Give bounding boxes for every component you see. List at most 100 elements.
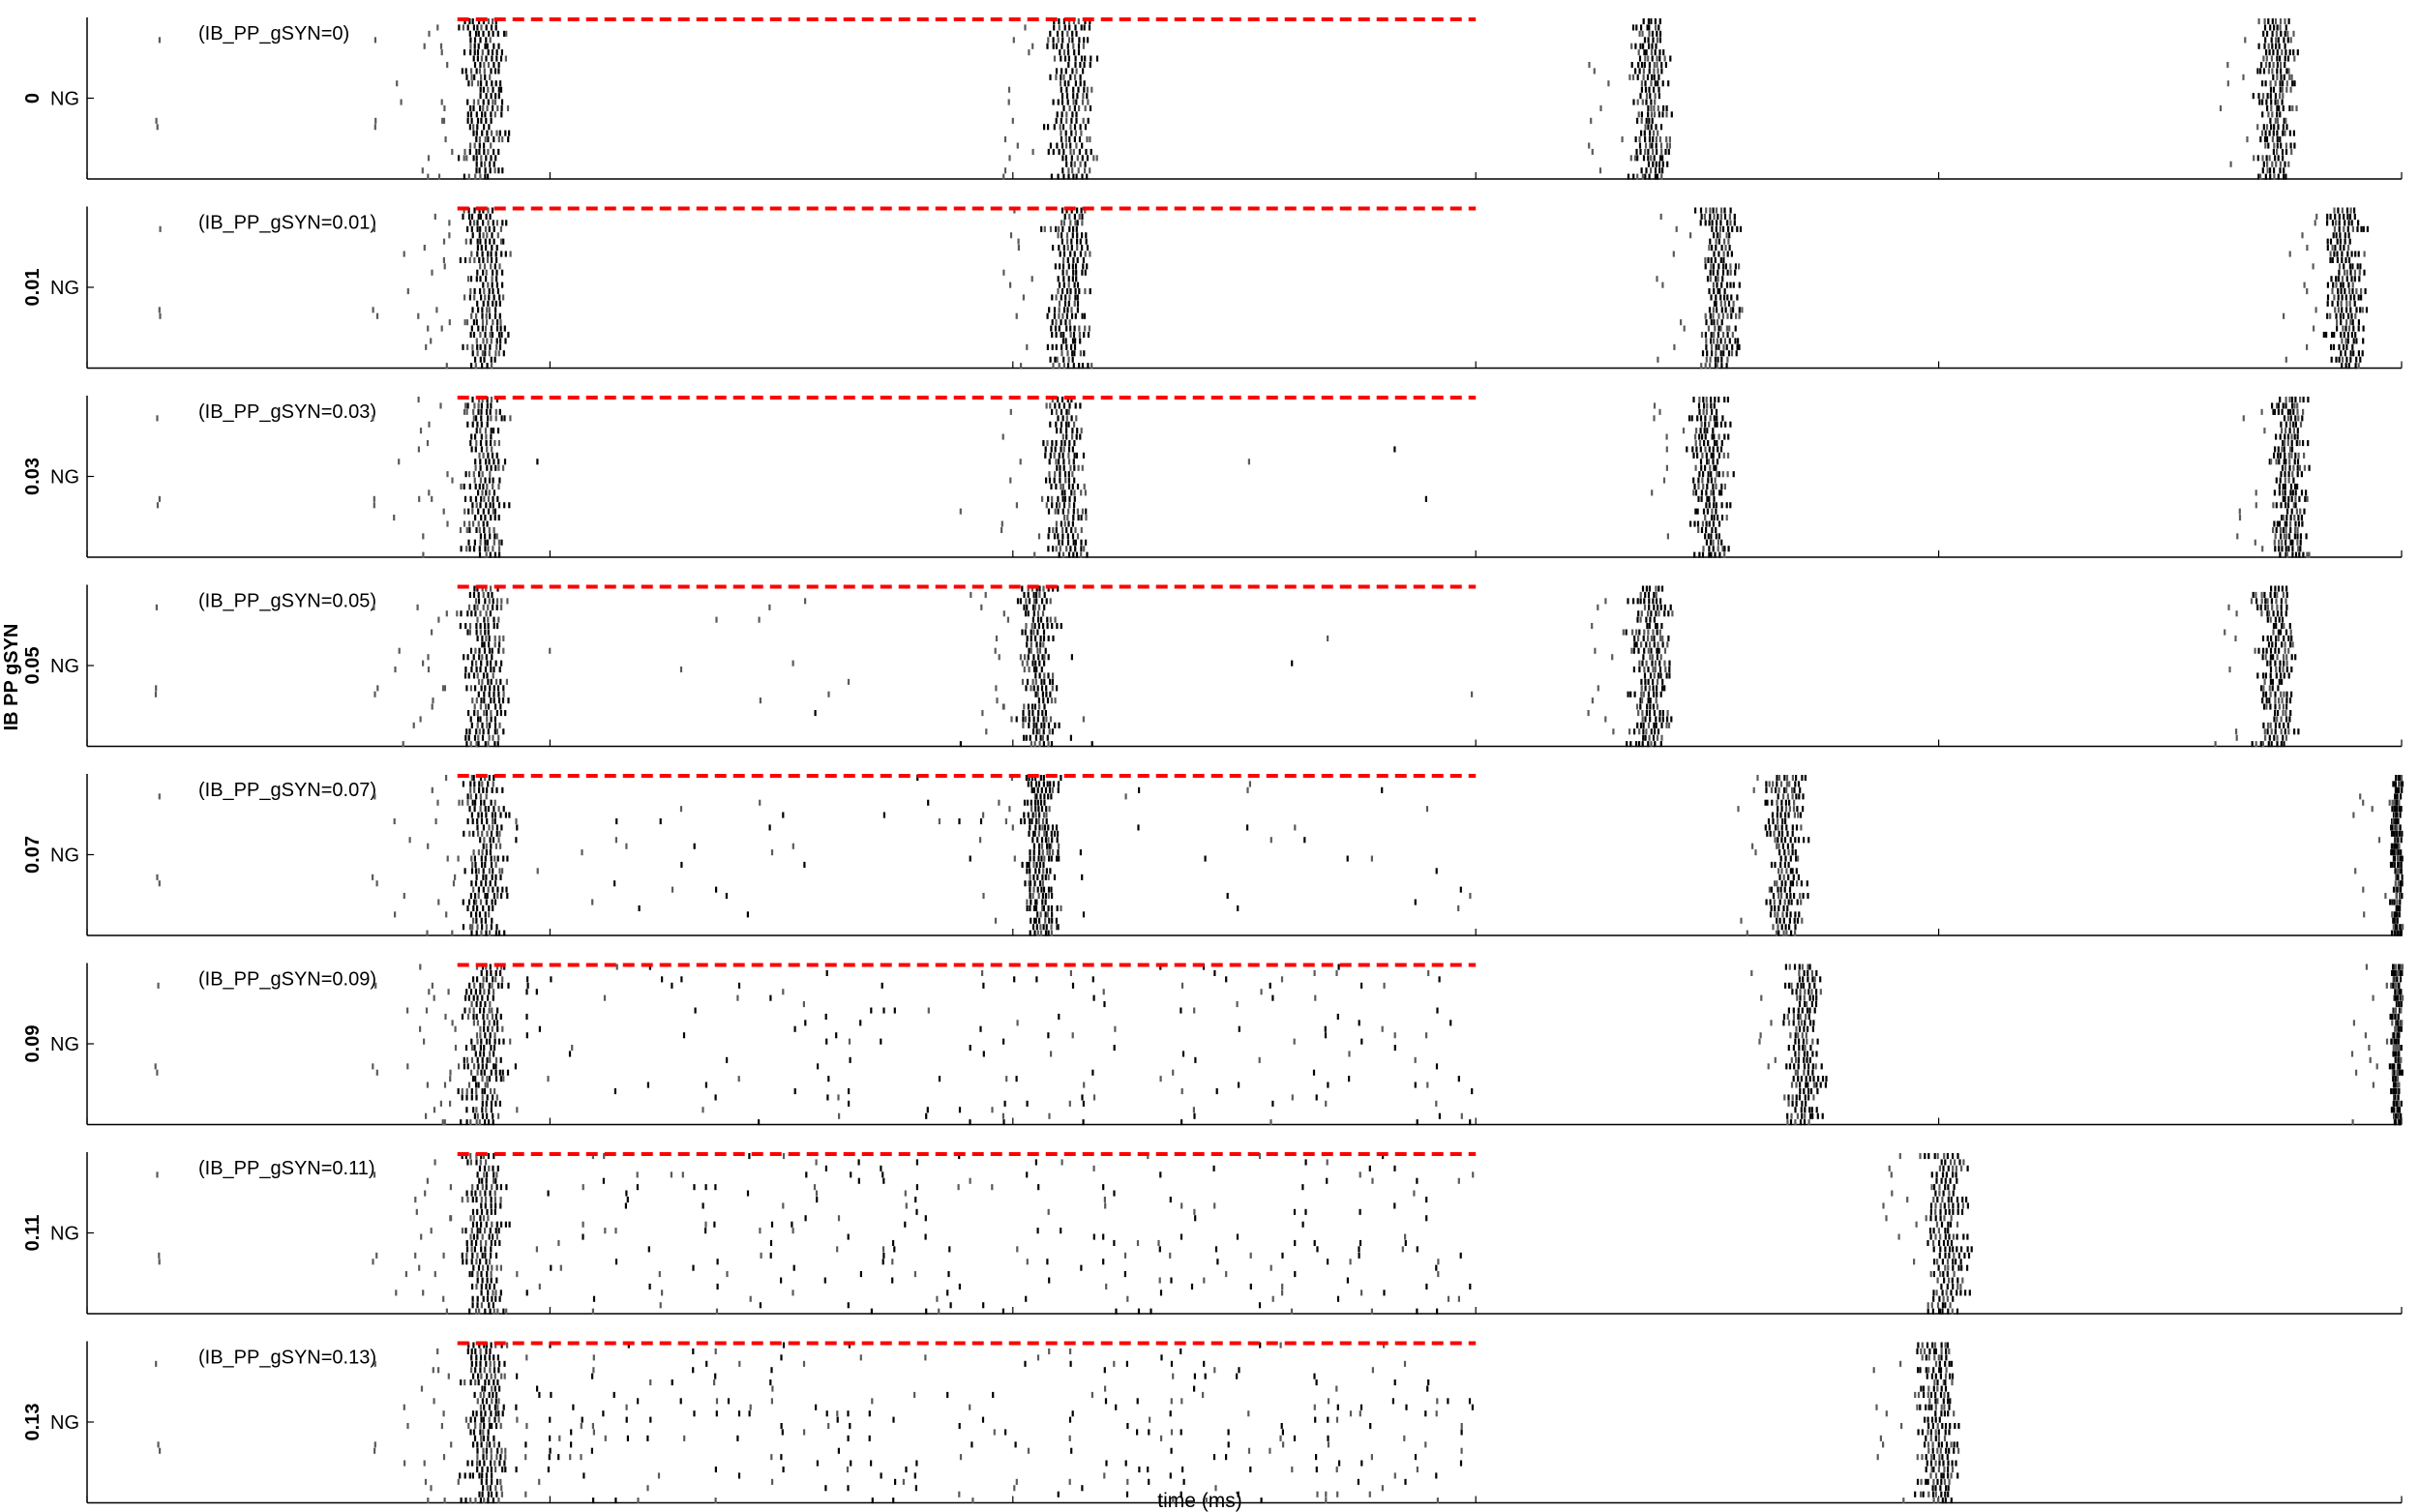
spike — [536, 459, 539, 465]
spike — [2398, 1119, 2401, 1126]
spike — [394, 911, 397, 918]
spike — [1057, 830, 1060, 837]
spike — [1075, 269, 1078, 276]
spike — [2395, 886, 2398, 893]
spike — [493, 716, 496, 723]
spike — [2336, 256, 2339, 263]
spike — [1069, 325, 1072, 332]
spike — [1708, 495, 1711, 502]
spike — [484, 343, 487, 350]
spike — [982, 893, 985, 900]
spike — [1719, 350, 1722, 357]
spike — [462, 899, 464, 905]
spike — [1799, 1088, 1802, 1095]
spike — [473, 855, 476, 862]
spike — [2400, 989, 2403, 995]
spike — [509, 251, 512, 257]
spike — [469, 1153, 472, 1160]
spike — [1086, 245, 1090, 252]
spike — [1046, 43, 1049, 49]
spike — [2398, 969, 2401, 976]
spike — [482, 1215, 486, 1222]
spike — [2352, 812, 2355, 818]
spike — [1043, 793, 1046, 800]
spike — [463, 18, 466, 25]
spike — [1645, 93, 1649, 100]
spike — [613, 1088, 616, 1095]
spike — [1053, 307, 1057, 313]
spike — [473, 477, 476, 484]
spike — [469, 1159, 472, 1166]
spike — [1042, 775, 1045, 782]
spike — [881, 982, 883, 989]
spike — [472, 124, 475, 131]
spike — [1771, 812, 1775, 818]
spike — [1035, 861, 1038, 868]
spike — [1793, 893, 1796, 900]
spike — [2267, 68, 2270, 74]
spike — [1068, 225, 1071, 232]
spike — [1063, 80, 1066, 87]
spike — [2306, 245, 2309, 252]
spike — [1658, 660, 1661, 667]
spike — [480, 818, 484, 825]
spike — [2350, 220, 2353, 226]
spike — [2303, 508, 2306, 515]
spike — [1069, 142, 1072, 149]
spike — [492, 546, 494, 552]
spike — [492, 86, 494, 93]
spike — [1611, 654, 1614, 661]
spike — [1030, 799, 1032, 806]
spike — [1718, 551, 1721, 558]
spike — [2284, 452, 2286, 459]
spike-raster — [155, 18, 2299, 180]
spike — [2341, 307, 2344, 313]
spike — [2284, 647, 2286, 654]
spike — [480, 1208, 484, 1215]
spike — [1795, 775, 1798, 782]
spike — [484, 350, 487, 357]
spike — [2290, 452, 2293, 459]
spike — [490, 1239, 493, 1246]
spike — [1794, 1119, 1797, 1126]
spike — [473, 256, 476, 263]
spike — [476, 818, 479, 825]
spike — [2281, 86, 2284, 93]
spike — [493, 989, 495, 995]
spike — [1641, 697, 1644, 704]
spike — [1729, 269, 1732, 276]
spike — [1652, 136, 1655, 143]
spike — [2290, 440, 2293, 447]
spike — [464, 68, 467, 74]
spike — [979, 837, 982, 844]
spike — [1638, 728, 1641, 735]
spike — [2348, 288, 2351, 295]
spike — [1707, 471, 1710, 478]
spike — [2393, 1100, 2396, 1107]
spike — [2301, 520, 2304, 527]
spike — [475, 623, 478, 630]
spike — [492, 428, 495, 434]
spike — [1009, 477, 1012, 484]
spike — [1314, 994, 1317, 1001]
spike — [1036, 930, 1039, 936]
spike — [433, 1107, 436, 1113]
spike — [1324, 1025, 1327, 1032]
spike — [1049, 356, 1052, 363]
spike — [491, 207, 494, 214]
spike — [442, 508, 445, 515]
spike — [436, 799, 439, 806]
spike — [488, 982, 491, 989]
spike — [1084, 55, 1087, 62]
spike — [1081, 874, 1084, 880]
spike — [1043, 672, 1046, 679]
spike — [1792, 1076, 1795, 1082]
spike — [1002, 703, 1005, 710]
spike — [1786, 830, 1789, 837]
spike — [2396, 793, 2399, 800]
spike — [1327, 635, 1329, 641]
spike — [1051, 917, 1054, 924]
spike — [482, 220, 485, 226]
spike — [471, 1252, 474, 1259]
spike — [2315, 213, 2318, 220]
